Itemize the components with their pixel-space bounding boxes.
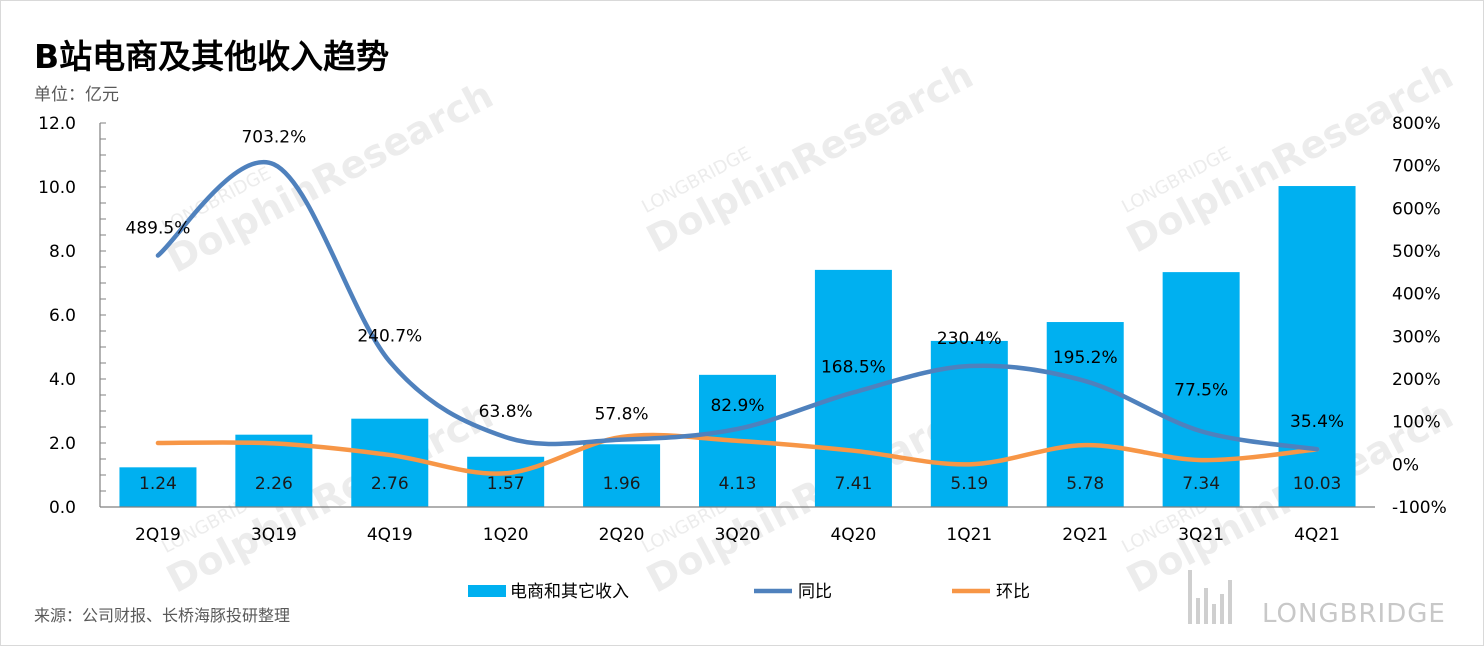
x-tick-label: 4Q20 [830, 525, 876, 545]
yoy-value-label: 35.4% [1290, 412, 1344, 432]
bar-2Q19 [119, 467, 197, 507]
watermark-brand: LONGBRIDGE [1262, 599, 1446, 629]
y-left-tick-label: 8.0 [49, 242, 76, 262]
bar-value-label: 1.57 [487, 474, 525, 494]
bar-value-label: 1.24 [139, 474, 177, 494]
y-right-tick-label: 200% [1392, 370, 1441, 390]
y-right-tick-label: -100% [1392, 498, 1447, 518]
y-left-tick-label: 10.0 [38, 178, 76, 198]
watermark-logo-bar [1196, 598, 1200, 624]
bar-2Q20 [583, 444, 661, 507]
watermark-logo-bar [1188, 570, 1192, 624]
yoy-value-label: 195.2% [1053, 348, 1118, 368]
legend-label: 环比 [996, 582, 1030, 602]
x-tick-label: 2Q20 [599, 525, 645, 545]
yoy-value-label: 57.8% [595, 405, 649, 425]
bar-4Q19 [351, 418, 429, 507]
bar-value-label: 10.03 [1293, 474, 1342, 494]
y-left-tick-label: 0.0 [49, 498, 76, 518]
bar-1Q20 [467, 456, 545, 507]
legend-label: 电商和其它收入 [510, 582, 629, 602]
watermark-text: DolphinResearch [639, 52, 980, 261]
source-note: 来源：公司财报、长桥海豚投研整理 [34, 606, 291, 625]
y-right-tick-label: 100% [1392, 413, 1441, 433]
yoy-value-label: 82.9% [710, 396, 764, 416]
bar-value-label: 1.96 [603, 474, 641, 494]
bar-4Q21 [1278, 186, 1356, 508]
watermark-logo-bar [1204, 588, 1208, 624]
data-labels: 1.24 2.26 2.76 1.57 1.96 4.13 7.41 5.19 5.78 7.34… [126, 127, 1345, 494]
yoy-line [155, 159, 1320, 452]
y-left-tick-label: 6.0 [49, 306, 76, 326]
y-right-tick-label: 700% [1392, 157, 1441, 177]
bar-4Q20 [814, 269, 892, 507]
watermark-logo [1188, 570, 1232, 624]
x-tick-label: 3Q21 [1178, 525, 1224, 545]
bar-value-label: 5.78 [1066, 474, 1104, 494]
qoq-line [155, 432, 1320, 476]
x-tick-label: 2Q19 [135, 525, 181, 545]
y-right-tick-label: 600% [1392, 199, 1441, 219]
bar-value-label: 7.41 [834, 474, 872, 494]
x-tick-label: 1Q20 [483, 525, 529, 545]
x-tick-label: 3Q20 [715, 525, 761, 545]
watermark-text: DolphinResearch [159, 392, 500, 601]
bar-value-label: 2.76 [371, 474, 409, 494]
yoy-value-label: 230.4% [937, 329, 1002, 349]
legend: 电商和其它收入 同比 环比 [468, 582, 1030, 602]
x-tick-label: 4Q19 [367, 525, 413, 545]
y-right-tick-label: 400% [1392, 285, 1441, 305]
y-right-tick-label: 0% [1392, 455, 1419, 475]
bar-value-label: 2.26 [255, 474, 293, 494]
legend-swatch-bar [468, 585, 506, 597]
y-left-tick-label: 4.0 [49, 370, 76, 390]
yoy-value-label: 703.2% [241, 127, 306, 147]
watermark-logo-bar [1220, 594, 1224, 624]
chart-title: B站电商及其他收入趋势 [34, 37, 390, 76]
bar-value-label: 4.13 [719, 474, 757, 494]
x-tick-label: 4Q21 [1294, 525, 1340, 545]
watermark-logo-bar [1212, 604, 1216, 624]
y-left-tick-label: 2.0 [49, 434, 76, 454]
bar-value-label: 7.34 [1182, 474, 1220, 494]
bar-value-label: 5.19 [950, 474, 988, 494]
bar-2Q21 [1046, 322, 1124, 507]
x-tick-label: 1Q21 [946, 525, 992, 545]
line-series [155, 159, 1320, 476]
x-tick-label: 2Q21 [1062, 525, 1108, 545]
legend-label: 同比 [798, 582, 832, 602]
unit-label: 单位：亿元 [34, 85, 119, 105]
watermark-text: DolphinResearch [639, 392, 980, 601]
yoy-value-label: 63.8% [479, 402, 533, 422]
axes: 0.0 2.0 4.0 6.0 8.0 10.0 12.0 -100% 0% 100% 200% 30… [38, 114, 1447, 545]
yoy-value-label: 240.7% [357, 327, 422, 347]
y-left-tick-label: 12.0 [38, 114, 76, 134]
yoy-value-label: 77.5% [1174, 380, 1228, 400]
x-tick-label: 3Q19 [251, 525, 297, 545]
bar-3Q21 [1162, 272, 1240, 507]
y-right-tick-label: 800% [1392, 114, 1441, 134]
watermark-logo-bar [1228, 580, 1232, 624]
yoy-value-label: 489.5% [126, 218, 191, 238]
y-right-tick-label: 300% [1392, 327, 1441, 347]
y-right-tick-label: 500% [1392, 242, 1441, 262]
yoy-value-label: 168.5% [821, 357, 886, 377]
bar-series [119, 186, 1356, 508]
